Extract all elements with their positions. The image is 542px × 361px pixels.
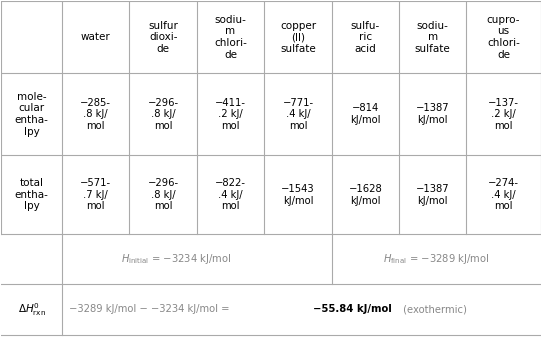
Text: sodiu-
m
sulfate: sodiu- m sulfate (415, 21, 450, 54)
Text: −296-
.8 kJ/
mol: −296- .8 kJ/ mol (147, 97, 179, 131)
Text: −285-
.8 kJ/
mol: −285- .8 kJ/ mol (80, 97, 111, 131)
Text: total
entha-
lpy: total entha- lpy (15, 178, 49, 212)
Text: (exothermic): (exothermic) (401, 304, 467, 314)
Text: −1628
kJ/mol: −1628 kJ/mol (349, 184, 382, 206)
Text: −274-
.4 kJ/
mol: −274- .4 kJ/ mol (488, 178, 519, 212)
Text: cupro-
us
chlori-
de: cupro- us chlori- de (487, 15, 520, 60)
Text: −411-
.2 kJ/
mol: −411- .2 kJ/ mol (215, 97, 246, 131)
Text: water: water (81, 32, 111, 42)
Text: $H_{\mathrm{initial}}$ = −3234 kJ/mol: $H_{\mathrm{initial}}$ = −3234 kJ/mol (121, 252, 232, 266)
Text: −771-
.4 kJ/
mol: −771- .4 kJ/ mol (282, 97, 313, 131)
Text: −3289 kJ/mol − −3234 kJ/mol =: −3289 kJ/mol − −3234 kJ/mol = (69, 304, 233, 314)
Text: −1387
kJ/mol: −1387 kJ/mol (416, 104, 449, 125)
Text: −822-
.4 kJ/
mol: −822- .4 kJ/ mol (215, 178, 246, 212)
Text: −137-
.2 kJ/
mol: −137- .2 kJ/ mol (488, 97, 519, 131)
Text: −1387
kJ/mol: −1387 kJ/mol (416, 184, 449, 206)
Text: −571-
.7 kJ/
mol: −571- .7 kJ/ mol (80, 178, 111, 212)
Text: −55.84 kJ/mol: −55.84 kJ/mol (313, 304, 391, 314)
Text: sulfur
dioxi-
de: sulfur dioxi- de (148, 21, 178, 54)
Text: $\Delta H^{0}_{\mathrm{rxn}}$: $\Delta H^{0}_{\mathrm{rxn}}$ (18, 301, 46, 318)
Text: −814
kJ/mol: −814 kJ/mol (350, 104, 380, 125)
Text: −296-
.8 kJ/
mol: −296- .8 kJ/ mol (147, 178, 179, 212)
Text: mole-
cular
entha-
lpy: mole- cular entha- lpy (15, 92, 49, 136)
Text: $H_{\mathrm{final}}$ = −3289 kJ/mol: $H_{\mathrm{final}}$ = −3289 kJ/mol (383, 252, 489, 266)
Text: copper
(II)
sulfate: copper (II) sulfate (280, 21, 316, 54)
Text: −1543
kJ/mol: −1543 kJ/mol (281, 184, 315, 206)
Text: sodiu-
m
chlori-
de: sodiu- m chlori- de (214, 15, 247, 60)
Text: sulfu-
ric
acid: sulfu- ric acid (351, 21, 380, 54)
